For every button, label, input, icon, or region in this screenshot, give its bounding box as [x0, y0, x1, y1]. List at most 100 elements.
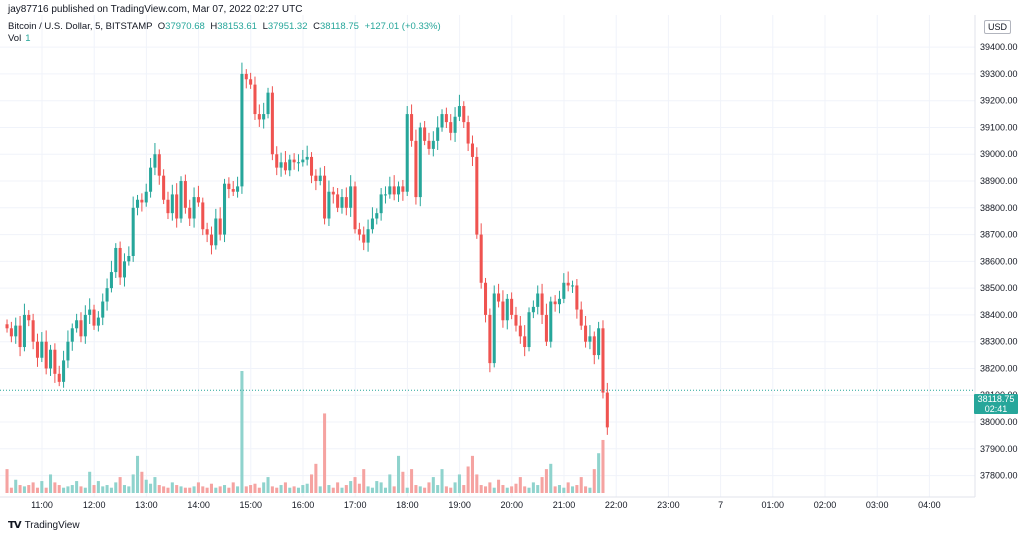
candle-body — [66, 341, 70, 361]
candle-body — [175, 194, 179, 219]
volume-bar — [109, 487, 113, 493]
candle-body — [575, 285, 579, 310]
candle-body — [544, 314, 548, 342]
high-value: 38153.61 — [217, 21, 257, 32]
volume-bar — [249, 485, 253, 493]
volume-bar — [601, 439, 605, 493]
volume-bar — [57, 485, 61, 493]
volume-legend[interactable]: Vol 1 — [8, 33, 31, 44]
candle-body — [114, 247, 118, 273]
candle-body — [27, 314, 31, 321]
candle-body — [566, 282, 570, 286]
symbol-title[interactable]: Bitcoin / U.S. Dollar, 5, BITSTAMP — [8, 21, 153, 32]
candle-body — [592, 336, 596, 356]
volume-bar — [292, 486, 296, 493]
candle-body — [423, 127, 427, 141]
candle-body — [92, 309, 96, 326]
candle-body — [518, 325, 522, 337]
candle-body — [514, 314, 518, 326]
candle-body — [449, 122, 453, 133]
volume-bar — [296, 487, 300, 493]
candle-body — [336, 194, 340, 208]
x-tick-label: 02:00 — [814, 500, 837, 510]
price-axis[interactable]: 37800.0037900.0038000.0038100.0038200.00… — [980, 42, 1018, 480]
volume-bar — [579, 477, 583, 493]
volume-bar — [470, 455, 474, 493]
candle-body — [444, 114, 448, 123]
volume-bar — [192, 486, 196, 493]
volume-bar — [510, 486, 514, 493]
candle-body — [62, 360, 66, 382]
volume-bar — [379, 482, 383, 493]
volume-bar — [457, 474, 461, 493]
volume-bar — [22, 486, 26, 493]
candle-body — [597, 328, 601, 356]
candle-body — [53, 349, 57, 374]
y-tick-label: 39100.00 — [980, 122, 1018, 132]
y-tick-label: 38700.00 — [980, 230, 1018, 240]
volume-bar — [314, 463, 318, 493]
candle-body — [18, 325, 22, 348]
volume-label: Vol — [8, 33, 22, 44]
candle-body — [270, 92, 274, 155]
candle-body — [305, 156, 309, 160]
volume-bar — [201, 486, 205, 493]
volume-bar — [227, 487, 231, 493]
volume-bar — [49, 474, 53, 493]
volume-bar — [35, 487, 39, 493]
time-axis[interactable]: 11:00 12:00 13:00 14:00 15:00 16:00 17:00 18:00… — [31, 500, 941, 510]
volume-bar — [462, 485, 466, 493]
candle-body — [340, 197, 344, 208]
volume-bar — [592, 469, 596, 493]
candle-body — [157, 154, 161, 176]
candle-body — [540, 293, 544, 315]
currency-button[interactable]: USD — [984, 20, 1012, 34]
volume-bar — [440, 469, 444, 493]
volume-bar — [79, 486, 83, 493]
volume-bar — [518, 477, 522, 493]
candle-body — [523, 336, 527, 348]
x-tick-label: 14:00 — [187, 500, 210, 510]
volume-bar — [527, 487, 531, 493]
candle-body — [436, 127, 440, 141]
low-value: 37951.32 — [267, 21, 308, 32]
candle-body — [236, 186, 240, 192]
candle-body — [162, 175, 166, 200]
volume-bar — [9, 487, 13, 493]
volume-bar — [305, 483, 309, 493]
volume-bar — [383, 487, 387, 493]
candle-body — [275, 154, 279, 168]
candle-body — [327, 191, 331, 219]
tradingview-brand[interactable]: TV TradingView — [8, 520, 80, 531]
x-tick-label: 15:00 — [240, 500, 263, 510]
volume-bar — [331, 487, 335, 493]
volume-bar — [183, 487, 187, 493]
volume-bar — [5, 469, 9, 493]
x-tick-label: 22:00 — [605, 500, 628, 510]
candle-body — [205, 229, 209, 235]
publisher-line: jay87716 published on TradingView.com, M… — [8, 4, 303, 15]
volume-bar — [140, 471, 144, 493]
volume-bar — [162, 486, 166, 493]
volume-bar — [62, 487, 66, 493]
candle-body — [153, 154, 157, 168]
candle-body — [83, 314, 87, 337]
candle-body — [357, 229, 361, 235]
candle-body — [353, 186, 357, 230]
candle-body — [510, 298, 514, 315]
candle-body — [218, 218, 222, 235]
candle-body — [388, 186, 392, 195]
candle-body — [240, 73, 244, 187]
volume-bars — [5, 371, 605, 493]
volume-bar — [584, 486, 588, 493]
candle-body — [397, 186, 401, 195]
candle-body — [223, 183, 227, 235]
volume-bar — [240, 371, 244, 493]
candle-body — [366, 229, 370, 243]
volume-bar — [253, 483, 257, 493]
candle-body — [214, 218, 218, 246]
candle-body — [288, 159, 292, 171]
volume-value: 1 — [25, 33, 31, 44]
candle-body — [5, 324, 9, 329]
